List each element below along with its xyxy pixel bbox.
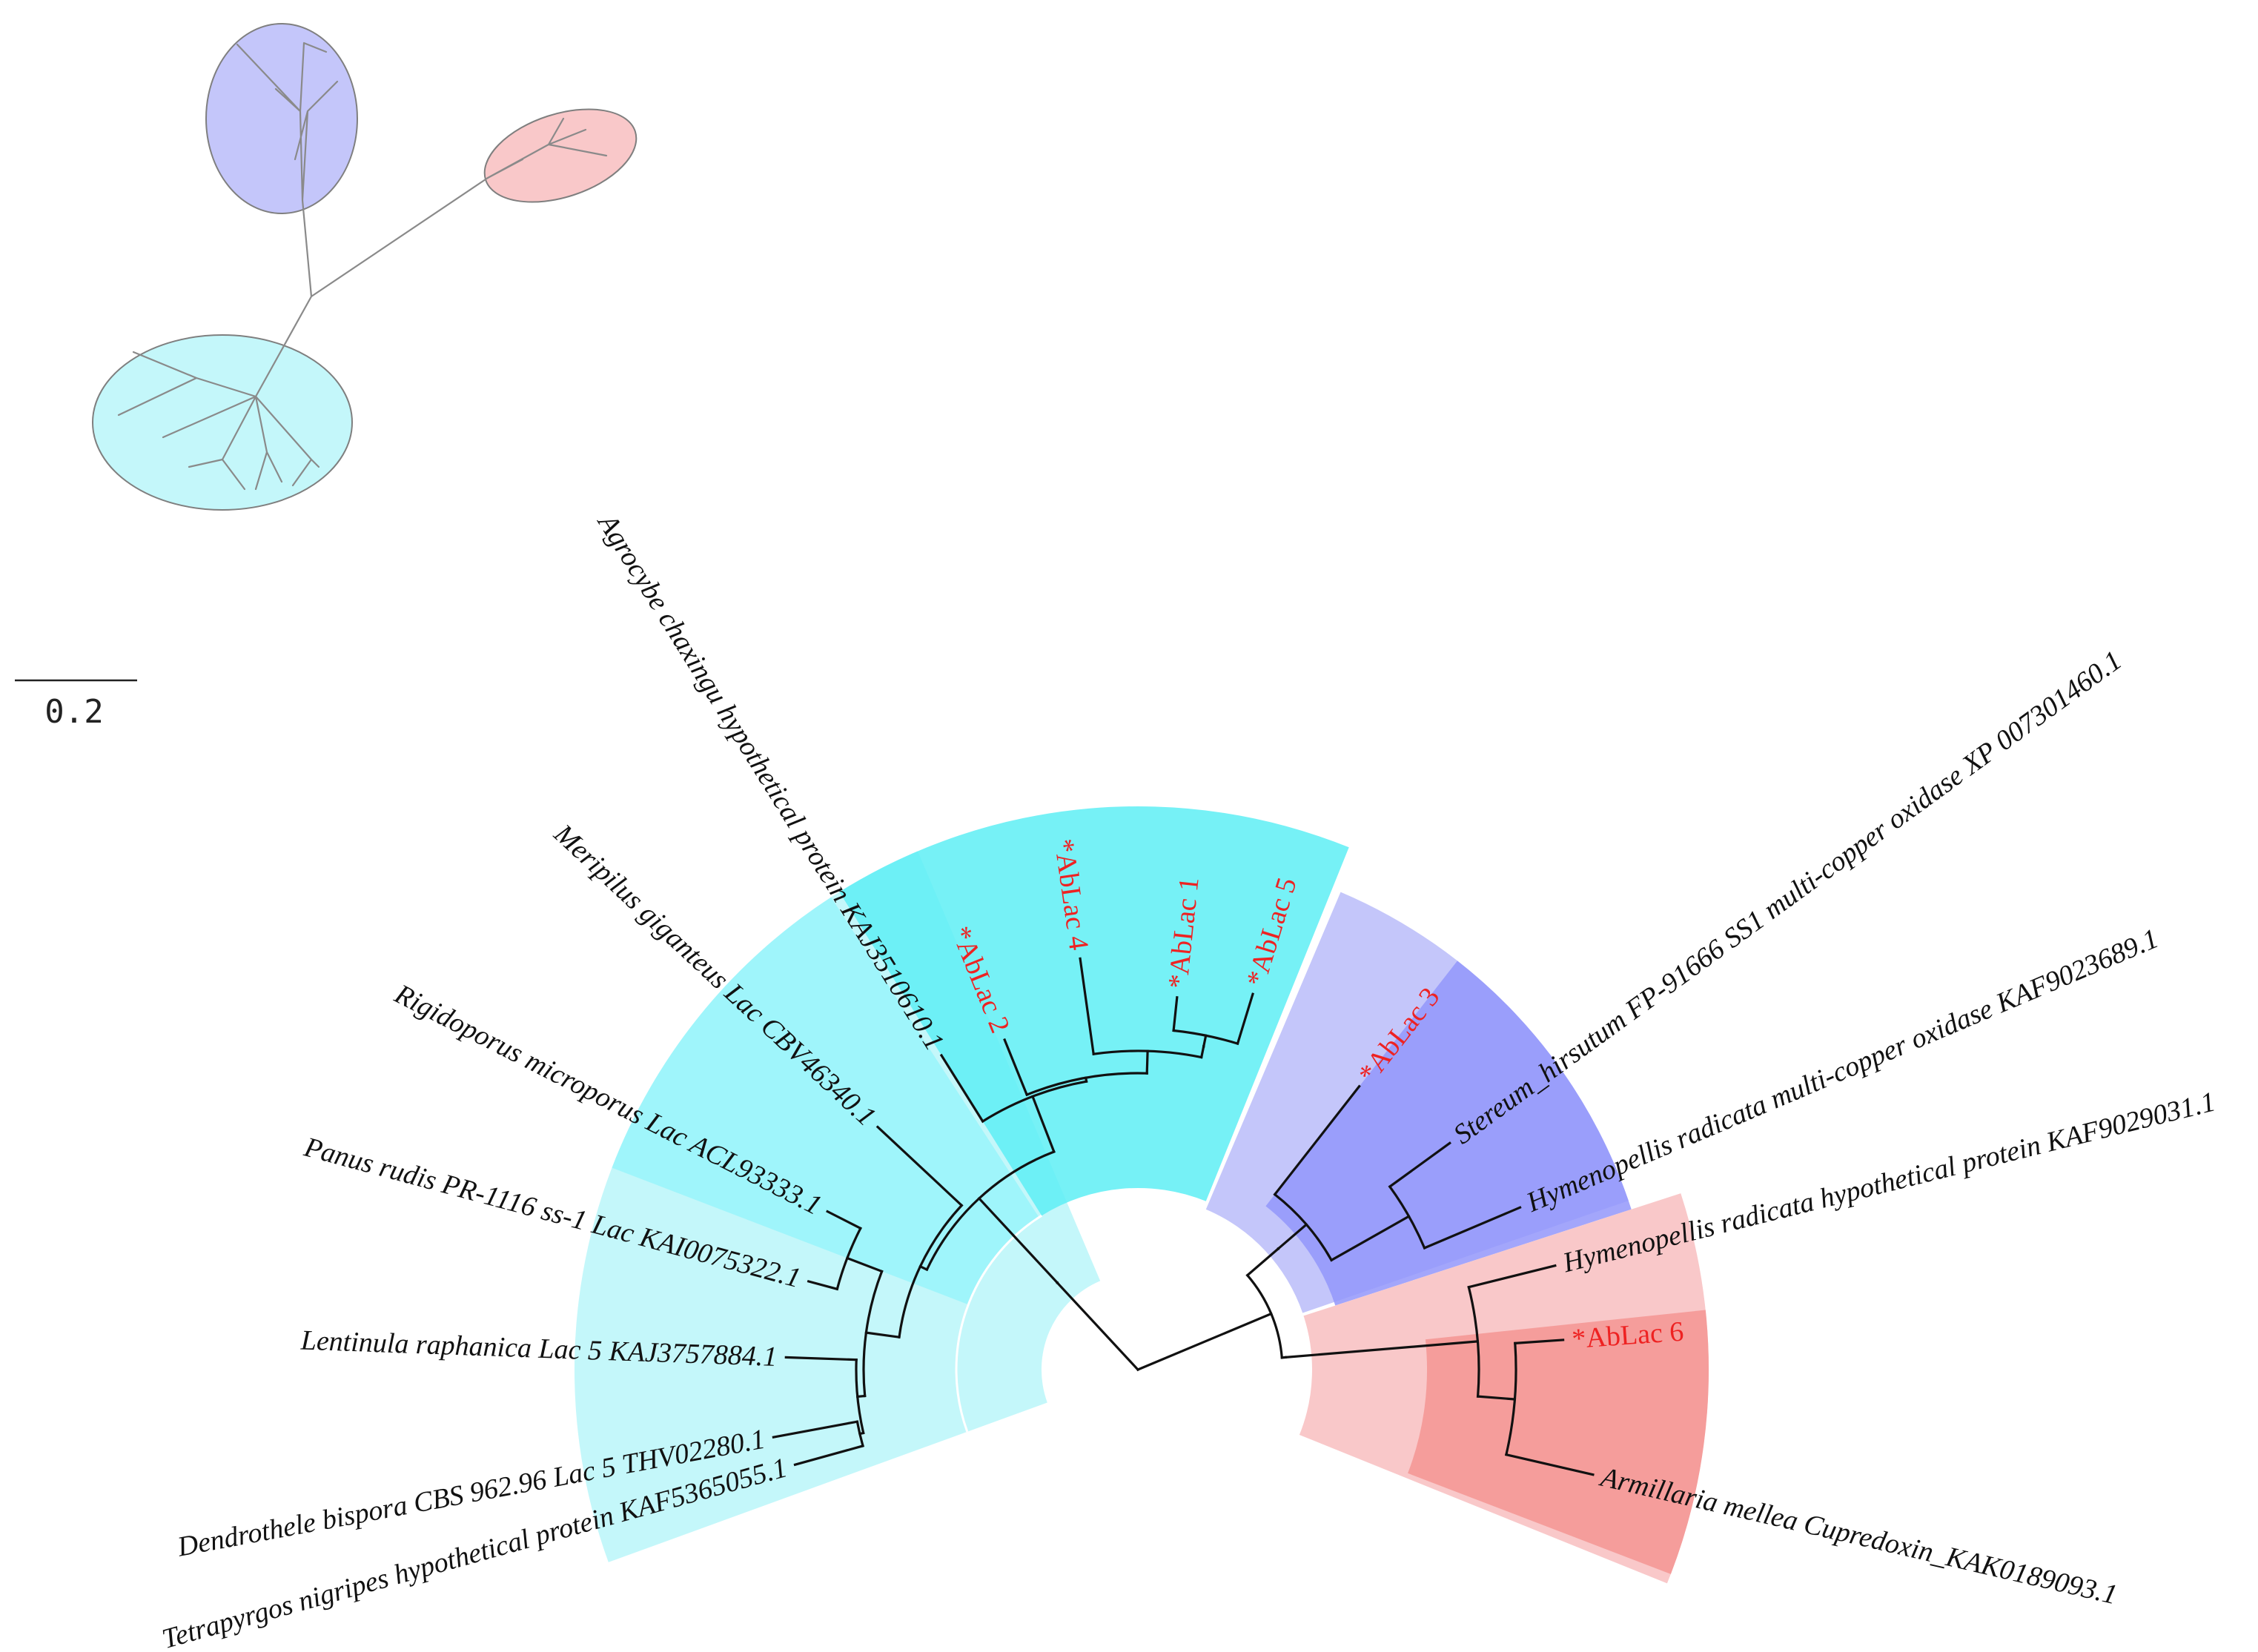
leaf-label-stereum: Stereum_hirsutum FP-91666 SS1 multi-copp… — [1448, 645, 2128, 1150]
tree-branch — [1467, 1264, 1557, 1289]
sector-cyan-mid — [612, 897, 1039, 1305]
sector-cyan-strong — [839, 806, 1349, 1216]
tree-branch — [855, 1394, 867, 1399]
leaf-label-ablac6: *AbLac 6 — [1571, 1316, 1684, 1355]
tree-branch — [1245, 1273, 1284, 1359]
leaf-label-hymeno_mco: Hymenopellis radicata multi-copper oxida… — [1521, 923, 2162, 1218]
tree-branch — [864, 1331, 901, 1339]
leaf-label-hymeno_hyp: Hymenopellis radicata hypothetical prote… — [1559, 1086, 2218, 1278]
tree-branch — [845, 1256, 884, 1273]
tree-branch — [772, 1420, 859, 1439]
sector-red-strong — [1408, 1310, 1709, 1574]
unrooted-clade-cyan — [92, 334, 353, 511]
tree-branch — [1172, 1029, 1239, 1046]
tree-branch — [1245, 1247, 1280, 1277]
tree-branch — [1236, 992, 1254, 1046]
tree-branch — [1172, 996, 1179, 1032]
sector-blue-strong — [1265, 961, 1632, 1306]
tree-branch — [1199, 1045, 1205, 1059]
tree-branch — [1277, 1222, 1308, 1251]
tree-branch — [1273, 1192, 1334, 1262]
tree-branch — [826, 1210, 862, 1230]
tree-branch — [1273, 1084, 1361, 1196]
tree-branch — [793, 1444, 864, 1467]
tree-branch — [835, 1227, 862, 1291]
scale-bar: 0.2 — [15, 679, 137, 731]
tree-branch — [918, 1264, 929, 1272]
tree-branch — [1476, 1395, 1517, 1401]
tree-branch — [1055, 1281, 1140, 1372]
tree-branch — [925, 1150, 1056, 1272]
tree-branch — [807, 1279, 839, 1291]
tree-branch — [855, 1359, 865, 1435]
scale-bar-label: 0.2 — [44, 693, 103, 731]
tree-branch — [1030, 1095, 1056, 1154]
tree-branch — [1504, 1341, 1517, 1456]
tree-branches — [772, 957, 1595, 1476]
tree-branch — [898, 1204, 964, 1339]
tree-branch — [1329, 1215, 1411, 1262]
unrooted-clade-blue — [205, 23, 358, 214]
tree-branch — [1423, 1206, 1522, 1250]
tree-branch — [1136, 1312, 1273, 1372]
tree-branch — [1145, 1049, 1149, 1075]
unrooted-branches — [117, 42, 608, 491]
tree-branch — [977, 1196, 1059, 1284]
tree-branch — [1284, 1340, 1480, 1359]
tree-branch — [862, 1270, 884, 1398]
clade-sectors — [574, 806, 1709, 1584]
unrooted-clade-red — [483, 108, 638, 203]
tree-branch — [1202, 1034, 1208, 1048]
tree-branch — [1092, 1049, 1203, 1059]
tree-branch — [1388, 1184, 1426, 1250]
tree-branch — [1388, 1141, 1451, 1189]
tree-branch — [981, 1080, 1088, 1124]
tree-branch — [1079, 957, 1096, 1056]
tree-branch — [1504, 1453, 1595, 1476]
tree-branch — [784, 1356, 858, 1361]
tree-branch — [1467, 1285, 1480, 1398]
unrooted-tree — [92, 23, 638, 511]
tree-branch — [1025, 1072, 1148, 1097]
tree-branch — [1514, 1338, 1565, 1345]
tree-branch — [875, 1125, 964, 1207]
tree-branch — [939, 1053, 984, 1124]
tree-branch — [1003, 1038, 1029, 1097]
